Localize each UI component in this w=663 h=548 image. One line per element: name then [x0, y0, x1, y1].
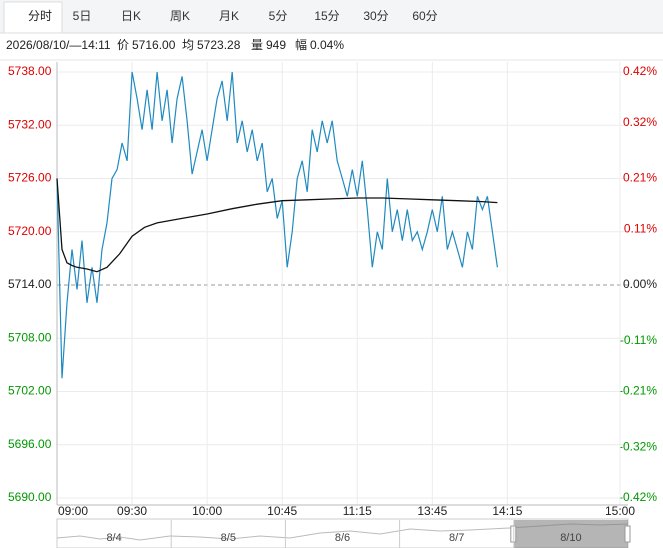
x-tick-label: 09:00: [58, 504, 88, 518]
y-tick-label: 5738.00: [8, 64, 52, 78]
info-avg-label: 均: [182, 38, 194, 52]
navigator-date: 8/4: [106, 532, 121, 544]
y-tick-label: 5726.00: [8, 171, 52, 185]
y-tick-label: 5732.00: [8, 117, 52, 131]
y2-tick-label: 0.32%: [623, 115, 657, 129]
x-tick-label: 10:00: [192, 504, 222, 518]
tab-selected: [3, 1, 63, 34]
y2-tick-label: 0.42%: [623, 64, 657, 78]
y-tick-label: 5690.00: [8, 490, 52, 504]
tab[interactable]: 5分: [269, 9, 288, 23]
info-price-label: 价: [117, 38, 129, 52]
navigator-handle[interactable]: [624, 525, 631, 543]
info-volume: 949: [266, 38, 286, 52]
tab[interactable]: 15分: [314, 9, 339, 23]
tab[interactable]: 月K: [219, 9, 239, 23]
x-tick-label: 11:15: [343, 504, 372, 518]
navigator-selection[interactable]: [513, 520, 628, 548]
tab[interactable]: 5日: [73, 9, 92, 23]
navigator-date: 8/6: [335, 532, 350, 544]
y-tick-label: 5720.00: [8, 224, 52, 238]
info-price: 5716.00: [132, 38, 176, 52]
tab-bar: [0, 0, 663, 33]
x-tick-label: 13:45: [417, 504, 447, 518]
tab[interactable]: 分时: [28, 9, 52, 23]
y-tick-label: 5714.00: [8, 277, 52, 291]
y2-tick-label: 0.21%: [623, 171, 657, 185]
tab[interactable]: 周K: [170, 9, 190, 23]
info-volume-label: 量: [251, 38, 263, 52]
x-tick-label: 09:30: [117, 504, 147, 518]
navigator-date: 8/5: [221, 532, 236, 544]
series-line: [56, 71, 498, 379]
info-datetime: 2026/08/10/—14:11: [6, 38, 111, 52]
tab[interactable]: 30分: [363, 9, 388, 23]
y-tick-label: 5702.00: [8, 384, 52, 398]
y2-tick-label: -0.42%: [619, 490, 657, 504]
info-range-label: 幅: [295, 37, 307, 52]
navigator-date: 8/10: [560, 532, 581, 544]
y2-tick-label: 0.11%: [624, 221, 657, 235]
x-tick-label: 14:15: [492, 504, 522, 518]
y-tick-label: 5708.00: [8, 330, 52, 344]
y2-tick-label: -0.21%: [619, 384, 657, 398]
y2-tick-label: -0.11%: [620, 333, 657, 347]
x-tick-label: 15:00: [605, 504, 635, 518]
info-range: 0.04%: [310, 38, 344, 52]
info-avg: 5723.28: [197, 38, 241, 52]
tab[interactable]: 60分: [412, 9, 437, 23]
series-line: [56, 178, 498, 273]
y2-tick-label: -0.32%: [619, 439, 657, 453]
y2-tick-label: 0.00%: [623, 277, 657, 291]
y-tick-label: 5696.00: [8, 437, 52, 451]
navigator-date: 8/7: [449, 532, 464, 544]
tab[interactable]: 日K: [121, 9, 141, 23]
x-tick-label: 10:45: [267, 504, 297, 518]
